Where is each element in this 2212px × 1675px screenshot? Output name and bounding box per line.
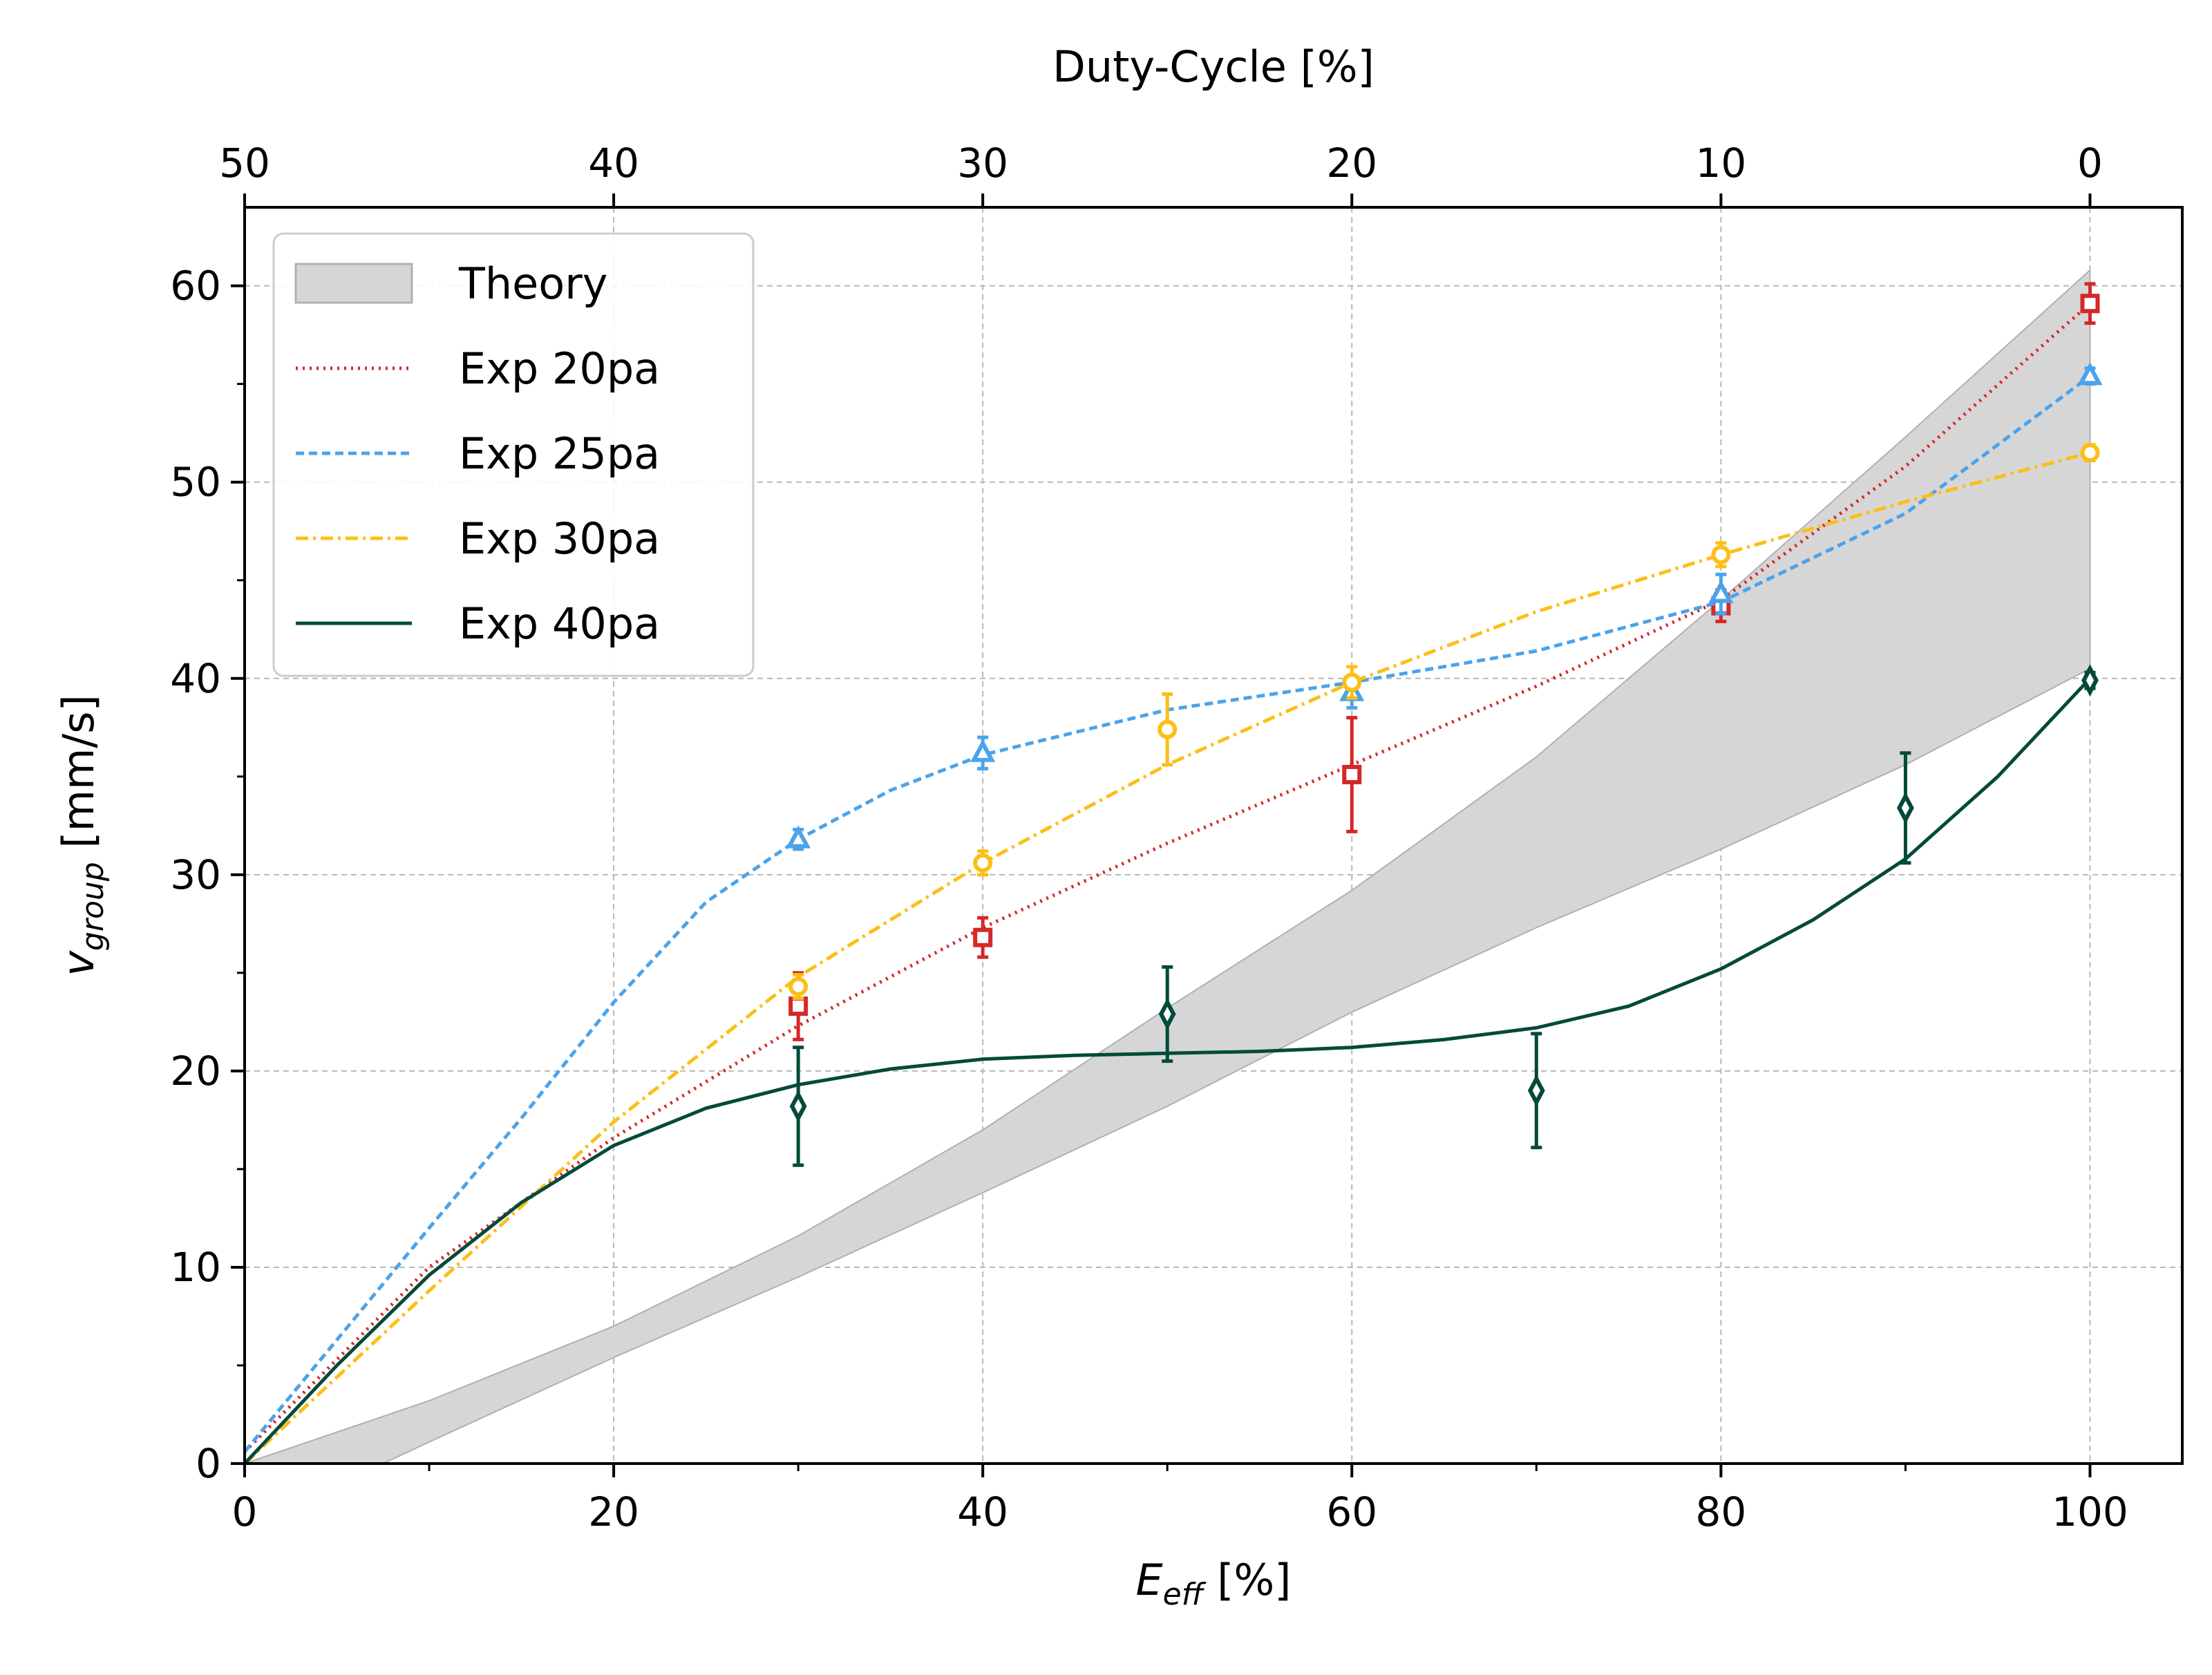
top-axis-label: Duty-Cycle [%]: [1052, 41, 1374, 92]
plot-frame: [243, 206, 2184, 1465]
top-tick-label: 50: [219, 140, 270, 187]
marker-diamond: [2081, 664, 2099, 697]
legend-label: Exp 30pa: [459, 513, 660, 564]
x-tick-label: 40: [957, 1488, 1008, 1535]
marker-square: [2080, 294, 2100, 314]
x-tick-label: 60: [1326, 1488, 1377, 1535]
series-line: [243, 375, 2091, 1453]
marker-square: [1342, 764, 1362, 784]
legend-swatch-theory: [294, 263, 413, 304]
y-tick-label: 0: [196, 1440, 221, 1487]
marker-square: [973, 927, 993, 947]
top-tick-label: 40: [588, 140, 639, 187]
legend-label-theory: Theory: [458, 258, 607, 309]
marker-circle: [973, 853, 993, 873]
top-tick-label: 20: [1326, 140, 1377, 187]
series-line: [243, 302, 2092, 1453]
top-tick-label: 10: [1695, 140, 1746, 187]
legend-label: Exp 25pa: [459, 428, 660, 479]
y-tick-label: 20: [170, 1048, 221, 1095]
x-tick-label: 100: [2052, 1488, 2128, 1535]
top-tick-label: 30: [957, 140, 1008, 187]
series-exp-40pa: [243, 664, 2099, 1465]
y-tick-label: 10: [170, 1244, 221, 1291]
y-tick-label: 40: [170, 655, 221, 702]
marker-diamond: [1897, 791, 1914, 824]
legend-label: Exp 40pa: [459, 598, 660, 649]
series-exp-30pa: [243, 443, 2100, 1465]
series-layer: [243, 282, 2103, 1465]
y-tick-label: 30: [170, 851, 221, 898]
marker-triangle: [1708, 580, 1734, 603]
legend: Theory Exp 20pa Exp 25pa Exp 30pa Exp 40pa: [272, 232, 755, 677]
marker-circle: [788, 976, 809, 996]
marker-circle: [2080, 443, 2100, 463]
marker-diamond: [1158, 998, 1176, 1030]
legend-box: [272, 232, 755, 677]
marker-square: [788, 996, 809, 1016]
legend-label: Exp 20pa: [459, 343, 660, 394]
x-tick-label: 20: [588, 1488, 639, 1535]
marker-diamond: [1527, 1074, 1545, 1107]
x-tick-label: 0: [232, 1488, 258, 1535]
marker-triangle: [970, 739, 996, 762]
marker-circle: [1342, 672, 1362, 692]
x-axis-label: Eeff [%]: [1135, 1555, 1291, 1612]
y-axis-label: vgroup [mm/s]: [53, 694, 111, 976]
marker-triangle: [786, 825, 811, 849]
x-tick-label: 80: [1695, 1488, 1746, 1535]
marker-circle: [1157, 719, 1178, 739]
marker-diamond: [789, 1090, 807, 1123]
top-tick-label: 0: [2077, 140, 2103, 187]
y-tick-label: 50: [170, 459, 221, 506]
series-exp-20pa: [243, 282, 2100, 1453]
marker-triangle: [2077, 361, 2103, 386]
marker-circle: [1711, 545, 1731, 565]
y-tick-label: 60: [170, 263, 221, 310]
